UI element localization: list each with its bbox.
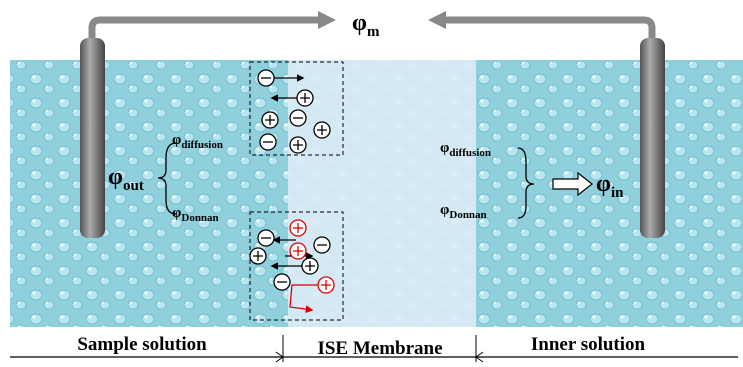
- phi-m: φm: [352, 10, 380, 40]
- region-label: ISE Membrane: [317, 338, 442, 359]
- pipe: [446, 20, 652, 40]
- arrow: [318, 11, 336, 29]
- electrode: [640, 38, 665, 238]
- membrane: [288, 60, 476, 327]
- pipe: [92, 20, 318, 40]
- diagram: φm φout φdiffusion φDonnan φdiffusion φD…: [0, 0, 743, 367]
- region-label: Inner solution: [531, 334, 646, 355]
- arrow: [428, 11, 446, 29]
- region-label: Sample solution: [77, 334, 207, 355]
- electrode: [80, 38, 105, 238]
